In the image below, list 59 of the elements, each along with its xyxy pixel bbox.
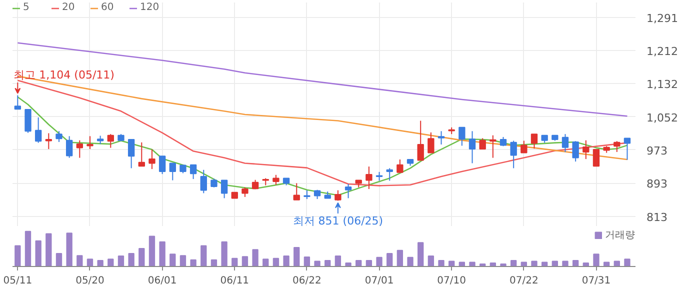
x-tick-label: 07/01 — [364, 276, 394, 286]
candlestick — [438, 130, 445, 145]
candlestick — [242, 186, 248, 198]
y-tick-label: 1,291 — [646, 12, 678, 25]
candlestick — [14, 94, 22, 110]
y-tick-label: 893 — [646, 178, 668, 191]
candlestick — [396, 158, 404, 173]
candlestick — [220, 180, 228, 199]
x-tick-label: 06/01 — [148, 276, 177, 286]
candlestick — [148, 148, 156, 170]
candlestick — [344, 184, 352, 199]
legend-label: 120 — [140, 2, 160, 13]
candlestick — [272, 174, 280, 186]
candlestick — [86, 136, 94, 150]
candlestick — [386, 168, 393, 182]
candlestick — [66, 136, 73, 158]
y-tick-label: 1,212 — [646, 44, 678, 58]
candlestick — [169, 162, 176, 181]
candlestick — [45, 132, 52, 150]
x-tick-label: 05/20 — [76, 276, 104, 286]
candlestick — [138, 142, 145, 167]
candlestick — [417, 120, 424, 161]
y-tick-label: 813 — [646, 211, 668, 224]
candlestick — [520, 140, 528, 154]
candlestick — [624, 138, 631, 160]
candlestick — [56, 130, 62, 142]
x-tick-label: 07/31 — [582, 276, 611, 286]
candlestick — [76, 140, 83, 158]
candlestick — [530, 134, 538, 150]
x-tick-label: 06/22 — [292, 276, 322, 286]
legend-label: 5 — [23, 2, 30, 13]
candlestick — [158, 156, 166, 175]
candlestick — [510, 140, 517, 169]
candlestick — [34, 116, 42, 144]
legend-label: 거래량 — [605, 229, 635, 242]
candlestick — [190, 164, 197, 180]
candlestick — [293, 182, 300, 200]
candlestick — [366, 166, 372, 190]
candlestick — [107, 134, 114, 148]
annotation: 최저 851 (06/25) — [292, 214, 384, 228]
legend-label: 20 — [62, 2, 76, 13]
candlestick — [428, 132, 434, 154]
candlestick — [572, 140, 579, 162]
candlestick — [582, 140, 590, 160]
candlestick — [128, 138, 135, 169]
x-tick-label: 07/10 — [437, 276, 466, 286]
candlestick — [562, 134, 569, 152]
candlestick — [490, 134, 496, 158]
y-tick-label: 973 — [646, 144, 668, 158]
y-tick-label: 1,132 — [646, 78, 678, 92]
candlestick — [200, 169, 207, 194]
x-tick-label: 06/11 — [220, 276, 250, 286]
y-tick-label: 1,052 — [646, 112, 678, 124]
x-tick-label: 05/11 — [3, 276, 32, 286]
candlestick — [458, 126, 466, 146]
legend-label: 60 — [101, 2, 115, 13]
x-tick-label: 07/22 — [510, 276, 538, 286]
candlestick — [614, 140, 620, 152]
candlestick — [468, 130, 476, 164]
